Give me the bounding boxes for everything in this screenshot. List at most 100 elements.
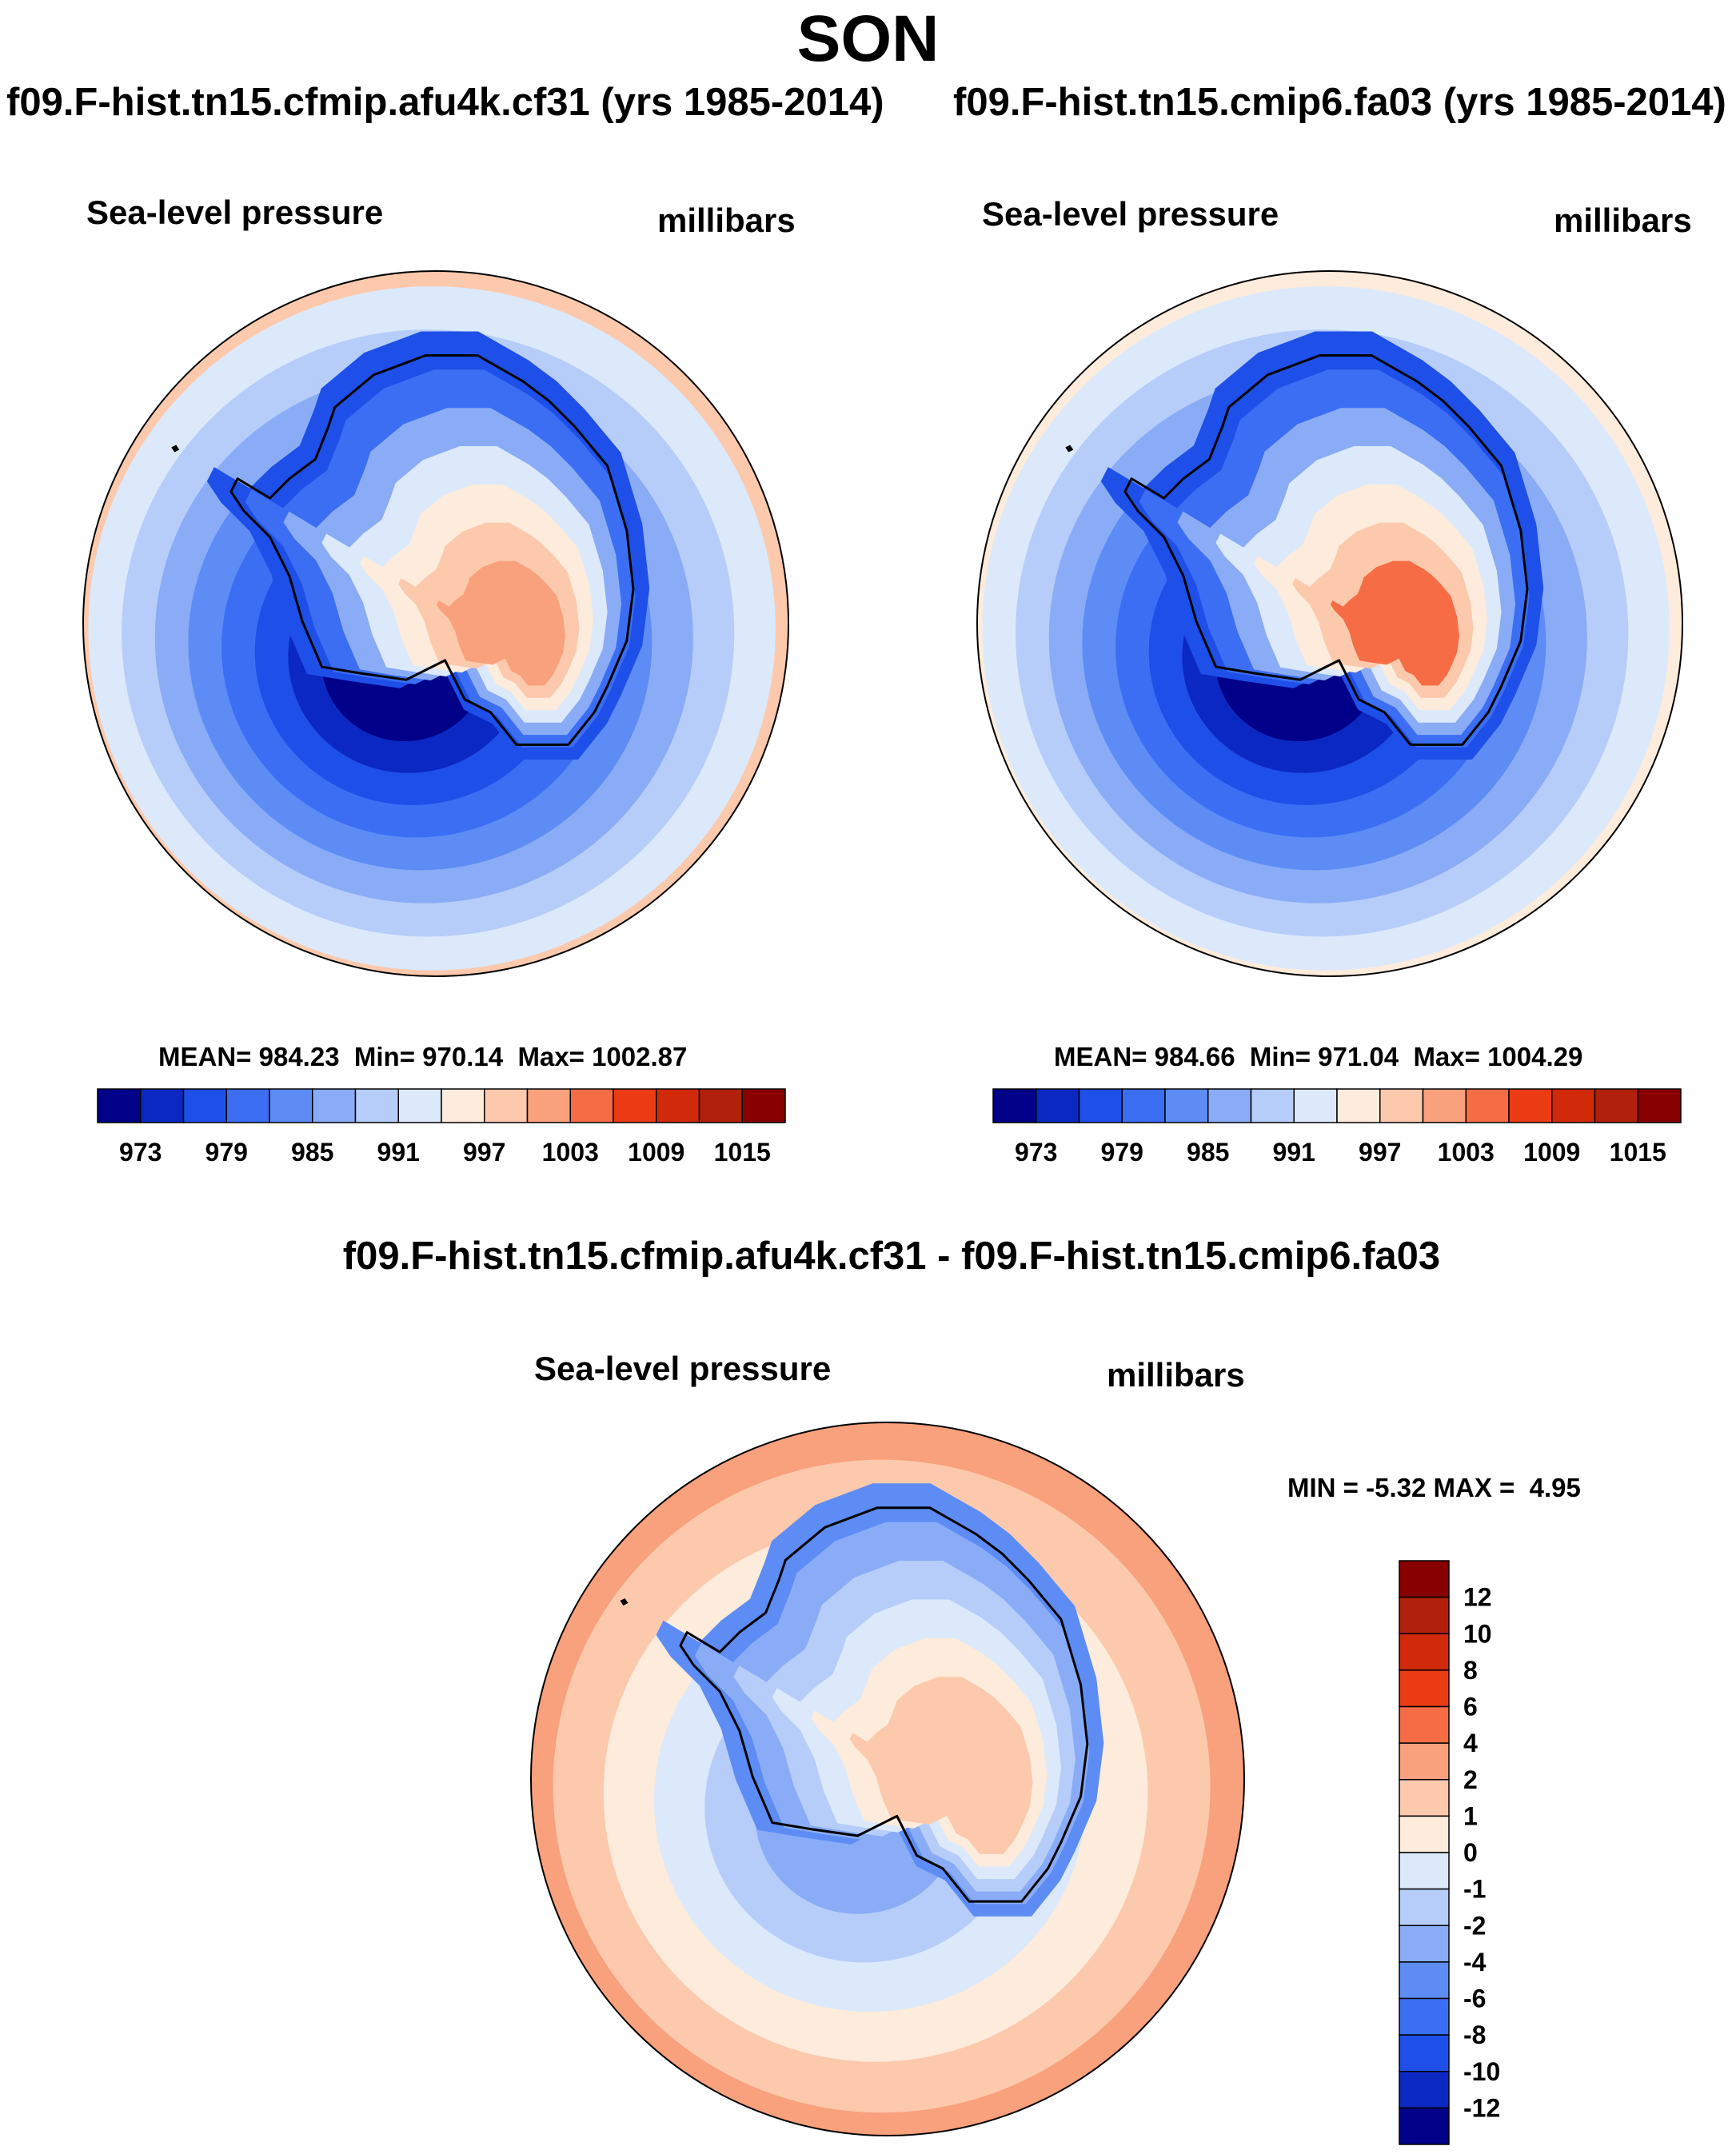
colorbar-box (613, 1088, 657, 1123)
colorbar-tick-label: 12 (1463, 1583, 1492, 1612)
panel3-max-value: 4.95 (1529, 1473, 1581, 1502)
colorbar-box (140, 1088, 185, 1123)
panel2-units-label: millibars (1554, 201, 1692, 239)
colorbar-box (1399, 2107, 1450, 2145)
colorbar-tick-label: 4 (1463, 1729, 1478, 1757)
colorbar-box (1336, 1088, 1381, 1123)
island-marker (171, 445, 180, 453)
colorbar-tick-label: 991 (377, 1138, 420, 1167)
panel1-variable-label: Sea-level pressure (86, 193, 384, 231)
panel3-units-label: millibars (1107, 1356, 1245, 1394)
map-fill-layer (977, 271, 1682, 976)
colorbar-tick-label: 8 (1463, 1656, 1478, 1685)
colorbar-box (1399, 1633, 1450, 1671)
panel2-stats: MEAN= 984.66 Min= 971.04 Max= 1004.29 (1054, 1042, 1582, 1072)
colorbar-box (1250, 1088, 1295, 1123)
panel2-variable-label: Sea-level pressure (982, 195, 1279, 233)
colorbar-box (269, 1088, 313, 1123)
colorbar-tick-label: -8 (1463, 2020, 1486, 2049)
panel3-min-value: -5.32 (1366, 1473, 1427, 1502)
panel3-stats: MIN = -5.32 MAX = 4.95 (1287, 1473, 1581, 1503)
panel1-mean-label: MEAN= (158, 1042, 252, 1071)
colorbar-tick-label: 10 (1463, 1619, 1492, 1648)
colorbar-box (397, 1088, 442, 1123)
panel1-polar-map (82, 270, 789, 977)
colorbar-box (526, 1088, 571, 1123)
colorbar-box (1379, 1088, 1424, 1123)
colorbar-tick-label: 979 (206, 1138, 248, 1167)
colorbar-box (1207, 1088, 1252, 1123)
colorbar-tick-label: -2 (1463, 1911, 1486, 1940)
colorbar-box (1121, 1088, 1166, 1123)
colorbar-tick-label: 985 (1187, 1138, 1229, 1167)
colorbar-box (1551, 1088, 1596, 1123)
colorbar-tick-label: -1 (1463, 1875, 1486, 1904)
colorbar-box (569, 1088, 614, 1123)
panel2-min-label: Min= (1249, 1042, 1311, 1071)
colorbar-box (1399, 1997, 1450, 2036)
panel1-stats: MEAN= 984.23 Min= 970.14 Max= 1002.87 (158, 1042, 687, 1072)
antarctica-coastline (1123, 354, 1529, 746)
colorbar-tick-label: 1009 (628, 1138, 684, 1167)
colorbar-tick-label: 1015 (714, 1138, 771, 1167)
contour-band (849, 1677, 1033, 1854)
colorbar-box (1399, 1852, 1450, 1890)
colorbar-box (1399, 1669, 1450, 1708)
colorbar-tick-label: -4 (1463, 1948, 1487, 1976)
colorbar-box (1293, 1088, 1338, 1123)
right-case-title: f09.F-hist.tn15.cmip6.fa03 (yrs 1985-201… (953, 81, 1726, 124)
island-marker (1065, 445, 1074, 453)
colorbar-tick-label: 979 (1101, 1138, 1143, 1167)
colorbar-box (1399, 1888, 1450, 1926)
panel2-min-value: 971.04 (1318, 1042, 1399, 1071)
colorbar-box (97, 1088, 142, 1123)
colorbar-box (1164, 1088, 1209, 1123)
panel1-max-label: Max= (517, 1042, 585, 1071)
panel1-max-value: 1002.87 (592, 1042, 688, 1071)
panel3-min-label: MIN = (1287, 1473, 1359, 1502)
colorbar-tick-label: 1003 (542, 1138, 599, 1167)
colorbar-tick-label: 1015 (1610, 1138, 1666, 1167)
colorbar-box (1422, 1088, 1467, 1123)
island-marker (620, 1598, 629, 1606)
panel2-polar-map (976, 270, 1683, 977)
colorbar-box (1399, 1560, 1450, 1598)
map-border (976, 270, 1683, 977)
panel2-max-value: 1004.29 (1487, 1042, 1583, 1071)
map-border (82, 270, 789, 977)
panel3-polar-map (530, 1422, 1245, 2136)
left-case-title: f09.F-hist.tn15.cfmip.afu4k.cf31 (yrs 19… (6, 81, 884, 124)
panel3-variable-label: Sea-level pressure (534, 1350, 832, 1387)
colorbar-box (1508, 1088, 1553, 1123)
panel1-colorbar: 973 979 985 991 997 1003 1009 1015 (97, 1088, 786, 1167)
colorbar-box (1399, 1815, 1450, 1853)
colorbar-tick-label: 1003 (1438, 1138, 1495, 1167)
colorbar-tick-label: -10 (1463, 2057, 1500, 2086)
colorbar-box (1399, 1925, 1450, 1963)
colorbar-tick-label: 997 (463, 1138, 505, 1167)
contour-band (1330, 560, 1459, 686)
colorbar-box (182, 1088, 227, 1123)
panel1-min-label: Min= (353, 1042, 415, 1071)
antarctica-coastline (679, 1506, 1089, 1903)
panel3-max-label: MAX = (1433, 1473, 1515, 1502)
map-fill-layer (531, 1422, 1244, 2136)
colorbar-tick-label: -12 (1463, 2093, 1500, 2122)
colorbar-tick-label: 973 (119, 1138, 162, 1167)
panel2-colorbar: 973 979 985 991 997 1003 1009 1015 (992, 1088, 1682, 1167)
colorbar-tick-label: 985 (291, 1138, 333, 1167)
colorbar-box (1399, 2034, 1450, 2072)
colorbar-box (992, 1088, 1037, 1123)
panel2-mean-label: MEAN= (1054, 1042, 1147, 1071)
colorbar-box (484, 1088, 529, 1123)
panel1-units-label: millibars (657, 201, 796, 239)
colorbar-tick-label: 2 (1463, 1765, 1478, 1794)
colorbar-box (656, 1088, 700, 1123)
antarctica-coastline (229, 354, 635, 746)
colorbar-box (741, 1088, 786, 1123)
contour-band (436, 560, 565, 686)
colorbar-tick-label: 997 (1359, 1138, 1401, 1167)
colorbar-tick-label: 0 (1463, 1838, 1478, 1867)
colorbar-box (354, 1088, 399, 1123)
